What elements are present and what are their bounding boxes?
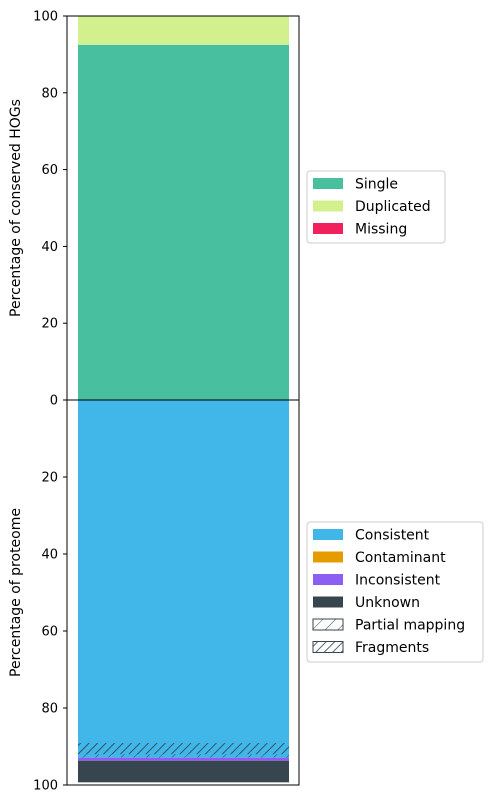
- bar-segment-consistent: [78, 400, 289, 758]
- bar-segment-duplicated: [78, 16, 289, 45]
- legend-swatch-unknown: [313, 596, 343, 608]
- top-y-tick-label: 60: [41, 163, 58, 178]
- top-y-tick-label: 80: [41, 86, 58, 101]
- bottom-y-tick-label: 100: [33, 779, 58, 794]
- legend-swatch-missing: [313, 223, 343, 234]
- top-y-tick-label: 100: [33, 10, 58, 25]
- legend-label-single: Single: [355, 177, 398, 193]
- top-y-tick-label: 0: [50, 394, 58, 409]
- chart-marks: [63, 15, 300, 786]
- chart-labels: 0 20 40 60 80 100 20 40 60 80 100 Percentage of con…: [8, 10, 484, 794]
- top-y-tick-label: 40: [41, 240, 58, 255]
- legend-label-fragments: Fragments: [355, 640, 429, 656]
- bottom-y-tick-label: 80: [41, 702, 58, 717]
- bottom-y-tick-label: 60: [41, 625, 58, 640]
- bar-segment-unknown: [78, 760, 289, 783]
- legend-swatch-single: [313, 178, 343, 189]
- legend-label-consistent: Consistent: [355, 528, 430, 544]
- legend-label-unknown: Unknown: [355, 595, 420, 611]
- bottom-y-axis-label: Percentage of proteome: [8, 508, 24, 677]
- legend-label-inconsistent: Inconsistent: [355, 573, 441, 589]
- bar-segment-single: [78, 44, 289, 401]
- legend-swatch-fragments: [312, 641, 344, 653]
- bottom-axes-frame: [66, 399, 300, 786]
- legend-swatch-consistent: [313, 529, 343, 540]
- legend-swatch-partial-mapping: [312, 618, 344, 631]
- legend-label-contaminant: Contaminant: [355, 550, 446, 566]
- legend-label-partial-mapping: Partial mapping: [355, 618, 465, 634]
- bar-hatch-partial-mapping: [78, 754, 289, 758]
- bottom-y-tick-label: 40: [41, 548, 58, 563]
- top-y-tick-label: 20: [41, 317, 58, 332]
- bar-segment-inconsistent: [78, 757, 289, 761]
- legend-label-duplicated: Duplicated: [355, 199, 431, 215]
- legend-swatch-contaminant: [313, 551, 343, 563]
- bottom-y-tick-label: 20: [41, 471, 58, 486]
- top-y-axis-label: Percentage of conserved HOGs: [8, 99, 24, 317]
- legend-box: [306, 521, 484, 663]
- legend-swatch-inconsistent: [313, 574, 343, 585]
- bar-hatch-fragments: [78, 743, 289, 755]
- legend-swatch-duplicated: [313, 200, 343, 212]
- legend-label-missing: Missing: [355, 222, 407, 238]
